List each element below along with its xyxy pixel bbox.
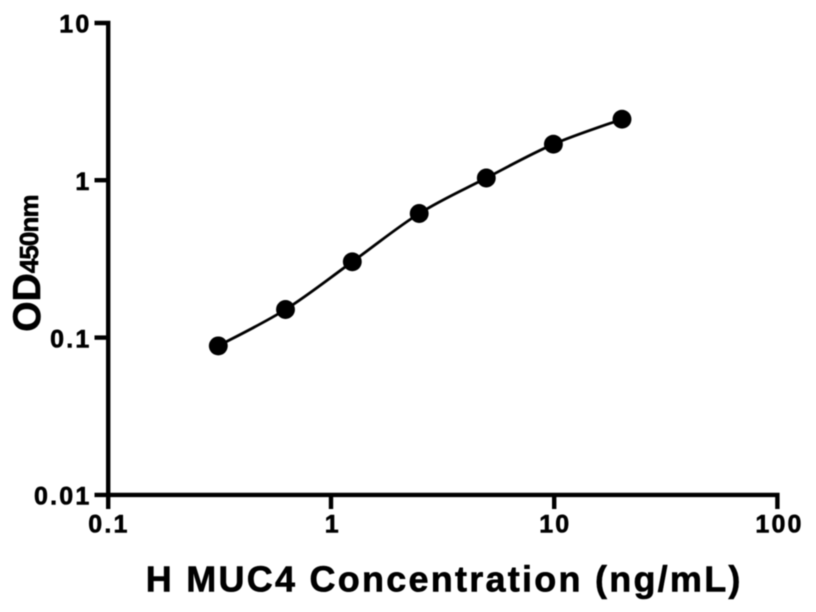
svg-text:100: 100 <box>755 511 803 539</box>
svg-text:0.1: 0.1 <box>50 325 91 353</box>
svg-text:0.1: 0.1 <box>88 511 129 539</box>
svg-text:OD450nm: OD450nm <box>6 195 49 331</box>
svg-text:1: 1 <box>75 168 91 196</box>
svg-text:10: 10 <box>59 11 91 39</box>
svg-text:H MUC4 Concentration (ng/mL): H MUC4 Concentration (ng/mL) <box>146 559 743 600</box>
svg-text:10: 10 <box>539 511 571 539</box>
svg-text:0.01: 0.01 <box>34 483 91 511</box>
svg-text:1: 1 <box>325 511 341 539</box>
